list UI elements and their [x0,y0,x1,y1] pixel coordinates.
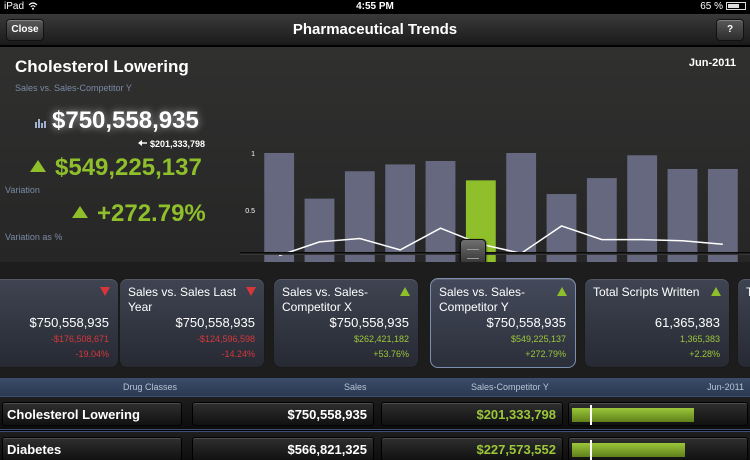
card-title: Sales vs. Sales Last Year [128,285,237,314]
trend-down-icon [100,287,110,296]
competitor-cell: $227,573,552 [381,437,563,460]
variation-label: Variation [5,185,40,195]
sales-value: $750,558,935 [52,107,199,134]
card-title: Sales vs. Sales-Competitor Y [439,285,526,314]
chart-bar[interactable] [627,155,658,267]
timeline-track[interactable] [240,252,750,255]
comparison-bar-cell [568,437,748,460]
chart-bar[interactable] [264,153,295,267]
card-value: $750,558,935 [175,315,255,330]
drug-class-cell: Cholesterol Lowering [2,402,182,426]
sales-cell: $566,821,325 [192,437,374,460]
drug-class-name: Diabetes [7,442,62,457]
card-percent: -19.04% [75,349,109,359]
metric-card[interactable]: $750,558,935 -$176,508,671 -19.04% [0,278,119,368]
wifi-icon [28,2,38,10]
metric-card-competitor-y[interactable]: Sales vs. Sales-Competitor Y $750,558,93… [430,278,576,368]
close-button[interactable]: Close [6,19,44,41]
chart-bar[interactable] [304,198,335,267]
card-title: Sales vs. Sales-Competitor X [282,285,369,314]
card-difference: -$124,596,598 [196,334,255,344]
chart-bar[interactable] [344,171,375,267]
column-sales[interactable]: Sales [344,382,367,392]
chart-bar[interactable] [707,168,738,267]
metric-cards: $750,558,935 -$176,508,671 -19.04% Sales… [0,262,750,378]
comparison-bar-cell [568,402,748,426]
trend-down-icon [246,287,256,296]
card-difference: $262,421,182 [353,334,409,344]
status-bar: iPad 4:55 PM 65 % [0,0,750,14]
y-tick-label: 1 [251,151,255,158]
battery-icon [726,2,746,10]
arrow-left-icon [138,140,147,146]
metric-card-sales-vs-last-year[interactable]: Sales vs. Sales Last Year $750,558,935 -… [119,278,265,368]
table-header: Drug Classes Sales Sales-Competitor Y Ju… [0,378,750,396]
card-value: $750,558,935 [329,315,409,330]
battery-indicator: 65 % [700,1,746,12]
trend-up-icon [557,287,567,296]
variation-pct-label: Variation as % [5,232,63,242]
sales-amount: $566,821,325 [287,442,367,457]
metric-card-competitor-x[interactable]: Sales vs. Sales-Competitor X $750,558,93… [273,278,419,368]
summary-subtitle: Sales vs. Sales-Competitor Y [15,83,132,93]
sales-amount: $750,558,935 [287,407,367,422]
card-value: $750,558,935 [486,315,566,330]
card-title: Total Scripts Written [593,285,700,299]
card-difference: 1,365,383 [679,334,720,344]
chart-bar[interactable] [546,194,577,267]
card-percent: +272.79% [525,349,566,359]
card-value: $750,558,935 [29,315,109,330]
status-time: 4:55 PM [356,1,394,12]
card-value: 61,365,383 [654,315,720,330]
column-period: Jun-2011 [707,382,744,392]
comparison-value: $201,333,798 [138,139,205,149]
sales-cell: $750,558,935 [192,402,374,426]
card-percent: -14.24% [221,349,255,359]
variation-pct-value: +272.79% [97,200,206,227]
drug-class-name: Cholesterol Lowering [7,407,140,422]
variation-pct-up-icon [72,206,88,218]
card-difference: $549,225,137 [510,334,566,344]
column-competitor[interactable]: Sales-Competitor Y [471,382,549,392]
metric-card-total-scripts[interactable]: Total Scripts Written 61,365,383 1,365,3… [584,278,730,368]
chart-bar[interactable] [506,153,537,267]
comparison-bar [572,408,694,422]
comparison-marker [589,405,592,425]
page-title: Pharmaceutical Trends [292,21,458,38]
summary-title: Cholesterol Lowering [15,57,189,76]
competitor-amount: $227,573,552 [476,442,556,457]
table-row[interactable]: Cholesterol Lowering $750,558,935 $201,3… [0,396,750,430]
metric-card-partial[interactable]: To [737,278,750,368]
competitor-cell: $201,333,798 [381,402,563,426]
variation-up-icon [30,160,46,172]
trend-up-icon [711,287,721,296]
navigation-bar: Close Pharmaceutical Trends ? [0,14,750,46]
chart-bar[interactable] [425,160,456,267]
comparison-line [278,225,723,257]
variation-value: $549,225,137 [55,154,202,181]
carrier-label: iPad [4,1,38,12]
card-percent: +2.28% [689,349,720,359]
competitor-amount: $201,333,798 [476,407,556,422]
bar-chart-icon [35,119,46,128]
help-button[interactable]: ? [716,19,744,41]
column-drug-classes[interactable]: Drug Classes [123,382,178,392]
period-label: Jun-2011 [688,57,736,69]
y-tick-label: 0.5 [245,208,255,215]
card-difference: -$176,508,671 [50,334,109,344]
card-percent: +53.76% [373,349,409,359]
card-title: To [746,285,750,299]
chart-bar[interactable] [667,168,698,267]
comparison-bar [572,443,686,457]
drug-class-cell: Diabetes [2,437,182,460]
trend-up-icon [400,287,410,296]
summary-panel: Cholesterol Lowering Sales vs. Sales-Com… [0,47,750,280]
comparison-marker [589,440,592,460]
table-row[interactable]: Diabetes $566,821,325 $227,573,552 [0,431,750,460]
